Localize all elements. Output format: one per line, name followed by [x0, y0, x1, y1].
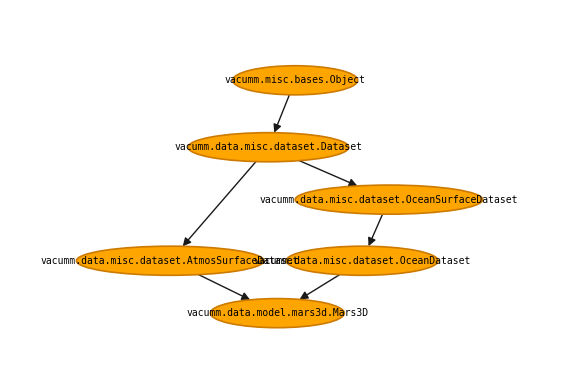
Ellipse shape: [286, 246, 438, 275]
Ellipse shape: [295, 185, 483, 214]
Ellipse shape: [77, 246, 264, 275]
Ellipse shape: [210, 299, 344, 328]
Text: vacumm.misc.bases.Object: vacumm.misc.bases.Object: [225, 75, 366, 85]
Text: vacumm.data.model.mars3d.Mars3D: vacumm.data.model.mars3d.Mars3D: [186, 308, 369, 318]
Text: vacumm.data.misc.dataset.OceanDataset: vacumm.data.misc.dataset.OceanDataset: [253, 256, 471, 266]
Ellipse shape: [233, 66, 358, 95]
Text: vacumm.data.misc.dataset.AtmosSurfaceDataset: vacumm.data.misc.dataset.AtmosSurfaceDat…: [41, 256, 300, 266]
Ellipse shape: [188, 133, 349, 162]
Text: vacumm.data.misc.dataset.OceanSurfaceDataset: vacumm.data.misc.dataset.OceanSurfaceDat…: [260, 195, 518, 204]
Text: vacumm.data.misc.dataset.Dataset: vacumm.data.misc.dataset.Dataset: [175, 142, 362, 152]
